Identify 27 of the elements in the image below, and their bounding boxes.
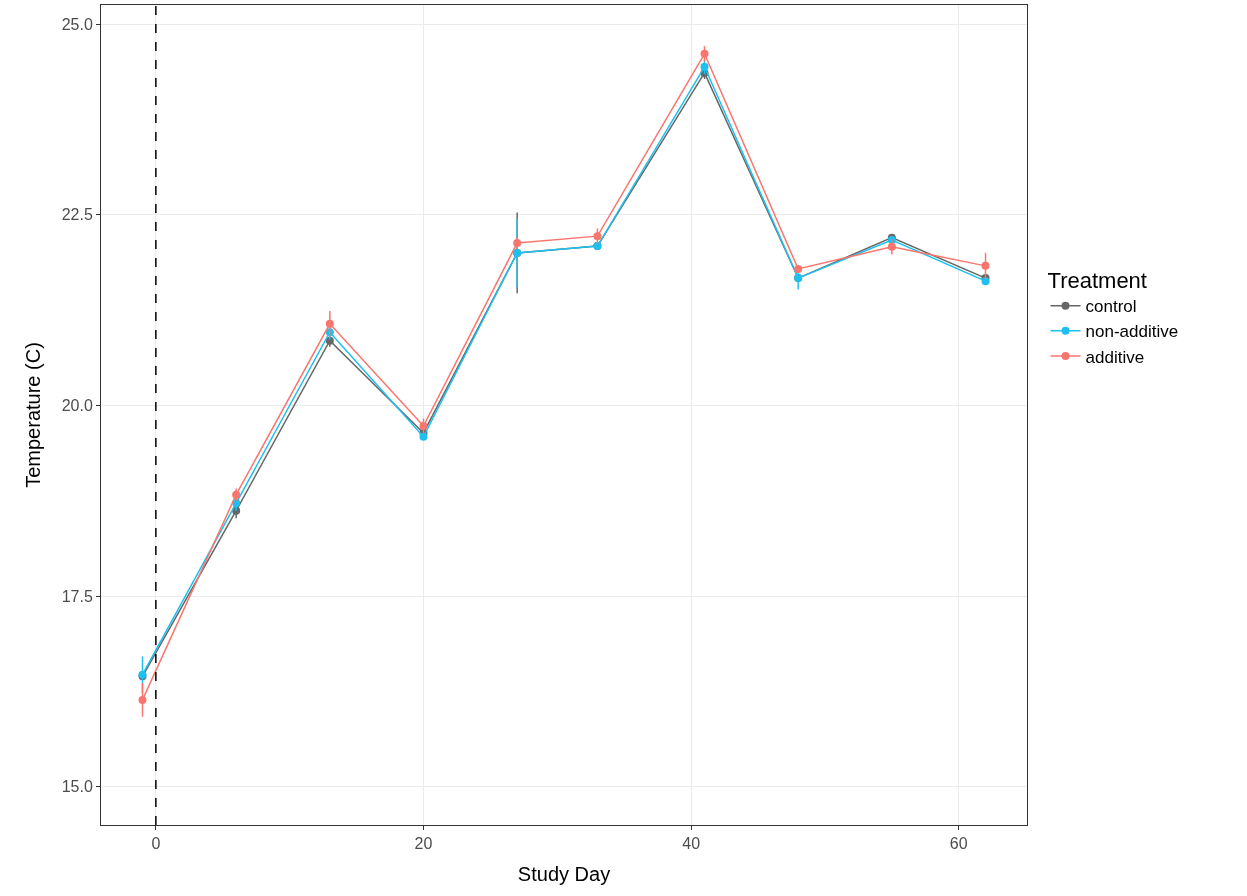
legend-title: Treatment [1047,268,1147,294]
x-tick-label: 60 [949,835,968,853]
x-tick-label: 0 [151,835,161,853]
point [419,432,428,441]
y-tick-label: 20.0 [61,397,93,415]
legend-label: additive [1085,347,1145,367]
point [138,695,147,704]
point [419,422,428,431]
point [325,319,334,328]
point [232,490,241,499]
point [794,264,803,273]
point [513,238,522,247]
y-axis-title: Temperature (C) [22,342,45,488]
y-tick-label: 17.5 [61,587,93,605]
point [593,232,602,241]
y-tick-label: 22.5 [61,206,93,224]
x-tick-label: 20 [414,835,433,853]
legend-label: control [1085,297,1137,317]
x-tick-label: 40 [682,835,701,853]
x-axis-title: Study Day [517,862,611,885]
point [981,261,990,270]
y-tick-label: 25.0 [61,15,93,33]
legend-label: non-additive [1085,322,1179,342]
y-tick-label: 15.0 [61,778,93,796]
point [700,49,709,58]
point [700,62,709,71]
point [887,242,896,251]
